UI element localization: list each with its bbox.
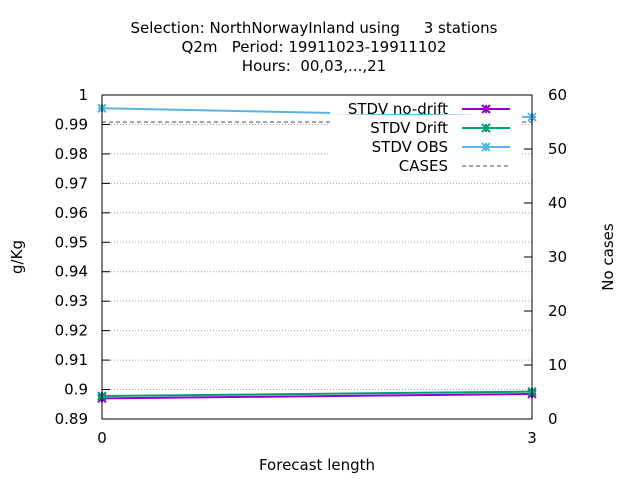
- y2-axis-label: No cases: [599, 223, 617, 291]
- legend-label: STDV no-drift: [348, 100, 448, 118]
- legend-label: STDV Drift: [370, 119, 448, 137]
- y2-tick-label: 40: [548, 194, 567, 212]
- y-tick-label: 1: [78, 86, 88, 104]
- y-tick-label: 0.89: [55, 410, 88, 428]
- data-point: [481, 104, 491, 114]
- y-tick-label: 0.91: [55, 351, 88, 369]
- chart-title-line: Q2m Period: 19911023-19911102: [182, 38, 447, 56]
- y2-tick-label: 20: [548, 302, 567, 320]
- chart-title-line: Hours: 00,03,...,21: [242, 57, 386, 75]
- legend-label: CASES: [399, 157, 448, 175]
- legend-entry: STDV OBS: [330, 134, 522, 156]
- y-tick-label: 0.93: [55, 292, 88, 310]
- y-tick-label: 0.94: [55, 263, 88, 281]
- legend-label: STDV OBS: [372, 138, 448, 156]
- x-tick-label: 0: [97, 429, 107, 447]
- chart-title-line: Selection: NorthNorwayInland using 3 sta…: [131, 19, 498, 37]
- y2-tick-label: 0: [548, 410, 558, 428]
- y-tick-label: 0.97: [55, 174, 88, 192]
- y-tick-label: 0.98: [55, 145, 88, 163]
- series-line-stdv-drift: [101, 390, 533, 398]
- y-axis-label: g/Kg: [8, 240, 26, 274]
- y-tick-label: 0.99: [55, 115, 88, 133]
- x-tick-label: 3: [527, 429, 537, 447]
- y2-tick-label: 10: [548, 356, 567, 374]
- y2-tick-label: 50: [548, 140, 567, 158]
- legend-entry-bg: [330, 153, 522, 171]
- chart-titles: Selection: NorthNorwayInland using 3 sta…: [131, 19, 498, 75]
- legend-entry: STDV no-drift: [330, 96, 522, 118]
- legend-entry: STDV Drift: [330, 115, 522, 137]
- axes: 0.89 0.9 0.91 0.92 0.93 0.94 0.95 0.96 0.97 0.98 0…: [8, 86, 617, 474]
- series-line-stdv-no-drift: [101, 392, 533, 400]
- y-tick-label: 0.9: [64, 381, 88, 399]
- y-tick-label: 0.96: [55, 204, 88, 222]
- data-point: [481, 142, 491, 152]
- y-tick-label: 0.92: [55, 322, 88, 340]
- y2-tick-label: 60: [548, 86, 567, 104]
- y2-tick-label: 30: [548, 248, 567, 266]
- x-axis-label: Forecast length: [259, 456, 375, 474]
- y-tick-label: 0.95: [55, 233, 88, 251]
- legend-entry: CASES: [330, 153, 522, 175]
- data-point: [481, 123, 491, 133]
